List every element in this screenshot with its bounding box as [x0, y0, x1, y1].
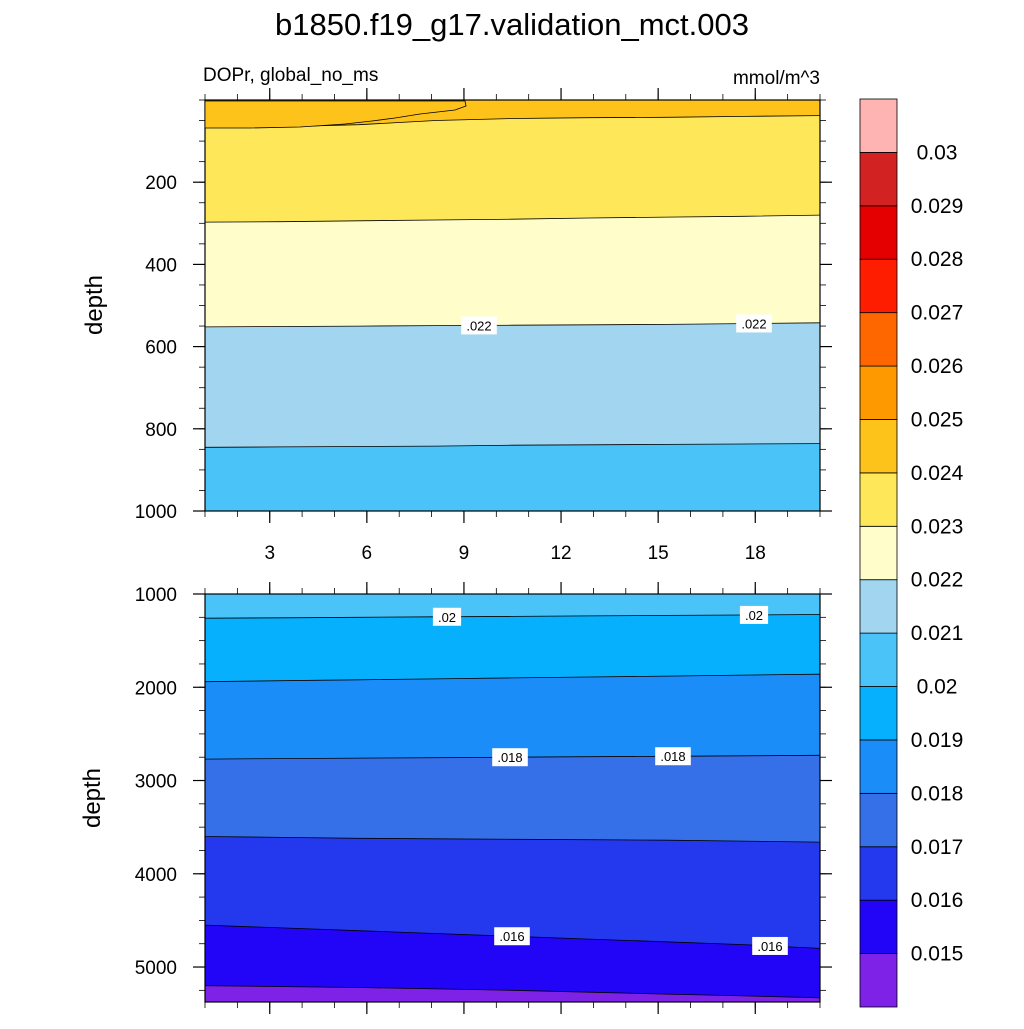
- colorbar-tick-label: 0.019: [911, 729, 964, 752]
- contour-line: [204, 673, 821, 683]
- contour-label: .02: [745, 608, 763, 623]
- contour-label-bg: [736, 314, 772, 333]
- colorbar-tick-label: 0.024: [911, 462, 964, 485]
- colorbar-tick-label: 0.023: [911, 515, 964, 538]
- colorbar-swatch: [859, 312, 898, 367]
- x-tick-label: 15: [648, 543, 669, 564]
- y-tick-label: 1000: [135, 585, 177, 606]
- colorbar-swatch: [859, 686, 898, 741]
- contour-label-bg: [655, 747, 691, 766]
- contour-line: [204, 443, 821, 448]
- variable-label: DOPr, global_no_ms: [203, 65, 378, 86]
- contour-label: .02: [438, 610, 456, 625]
- contour-band: [205, 985, 820, 1002]
- contour-label-bg: [739, 605, 769, 624]
- contour-label: .018: [497, 750, 522, 765]
- colorbar-tick-label: 0.027: [911, 302, 964, 325]
- y-tick-label: 4000: [135, 865, 177, 886]
- colorbar: 0.015 0.016 0.017 0.018 0.019 0.02 0.021 0.022 0…: [859, 98, 964, 1008]
- colorbar-tick-label: 0.018: [911, 782, 964, 805]
- colorbar-swatch: [859, 525, 898, 581]
- contour-band: [205, 215, 820, 327]
- contour-band: [205, 594, 820, 619]
- contour-line: [204, 214, 821, 223]
- colorbar-tick-label: 0.029: [911, 195, 964, 218]
- colorbar-swatch: [859, 472, 898, 527]
- contour-band: [205, 836, 820, 949]
- contour-label: .018: [660, 749, 685, 764]
- colorbar-tick-label: 0.03: [917, 141, 958, 164]
- chart-title: b1850.f19_g17.validation_mct.003: [275, 7, 749, 42]
- colorbar-tick-label: 0.017: [911, 836, 964, 859]
- x-tick-label: 3: [264, 543, 275, 564]
- colorbar-tick-label: 0.021: [911, 622, 964, 645]
- contour-band: [205, 755, 820, 843]
- x-tick-label: 18: [745, 543, 766, 564]
- lower-y-axis-label: depth: [79, 768, 106, 828]
- y-tick-label: 600: [145, 338, 177, 359]
- colorbar-swatch: [859, 98, 898, 153]
- x-tick-label: 9: [459, 543, 470, 564]
- x-tick-label: 12: [550, 543, 571, 564]
- contour-label-bg: [432, 607, 462, 626]
- contour-line: [204, 836, 821, 843]
- contour-line: [204, 985, 821, 999]
- colorbar-tick-label: 0.016: [911, 889, 964, 912]
- x-tick-label: 6: [362, 543, 373, 564]
- colorbar-swatch: [859, 899, 898, 954]
- y-tick-label: 5000: [135, 958, 177, 979]
- y-tick-label: 200: [145, 173, 177, 194]
- contour-line: [204, 614, 821, 619]
- contour-label: .022: [466, 318, 491, 333]
- upper-panel: 200 400 600 800 1000 3 6 9 12 15 18 .022 .022: [135, 88, 832, 564]
- contour-label-bg: [752, 936, 788, 955]
- contour-label: .016: [499, 929, 524, 944]
- contour-line: [204, 322, 821, 328]
- contour-band: [205, 674, 820, 760]
- contour-band: [205, 443, 820, 511]
- contour-label-bg: [461, 316, 497, 335]
- colorbar-tick-label: 0.02: [917, 676, 958, 699]
- contour-label-bg: [492, 748, 528, 767]
- y-tick-label: 800: [145, 420, 177, 441]
- colorbar-swatch: [859, 792, 898, 848]
- colorbar-swatch: [859, 205, 898, 260]
- colorbar-tick-label: 0.025: [911, 408, 964, 431]
- colorbar-swatch: [859, 739, 898, 794]
- contour-label: .022: [741, 316, 766, 331]
- contour-band: [204, 100, 467, 129]
- contour-band: [205, 614, 820, 682]
- colorbar-swatch: [859, 152, 898, 207]
- contour-band: [205, 322, 820, 448]
- colorbar-swatch: [859, 419, 898, 474]
- lower-panel: 1000 2000 3000 4000 5000 .02 .02 .018 .018 .016 .0…: [135, 582, 832, 1014]
- colorbar-tick-label: 0.026: [911, 355, 964, 378]
- y-tick-label: 1000: [135, 502, 177, 523]
- contour-band: [205, 925, 820, 998]
- colorbar-swatch: [859, 258, 898, 314]
- contour-label: .016: [757, 939, 782, 954]
- plot-frame: [204, 593, 821, 1003]
- upper-y-axis-label: depth: [81, 275, 108, 335]
- colorbar-swatch: [859, 846, 898, 901]
- y-tick-label: 400: [145, 255, 177, 276]
- colorbar-tick-label: 0.015: [911, 943, 964, 966]
- colorbar-swatch: [859, 632, 898, 687]
- colorbar-swatch: [859, 579, 898, 634]
- units-label: mmol/m^3: [733, 68, 820, 89]
- y-tick-label: 3000: [135, 772, 177, 793]
- colorbar-tick-label: 0.028: [911, 248, 964, 271]
- colorbar-swatch: [859, 365, 898, 420]
- contour-label-bg: [494, 927, 530, 946]
- contour-band: [205, 115, 820, 223]
- y-tick-label: 2000: [135, 678, 177, 699]
- colorbar-swatch: [859, 953, 898, 1008]
- colorbar-tick-label: 0.022: [911, 569, 964, 592]
